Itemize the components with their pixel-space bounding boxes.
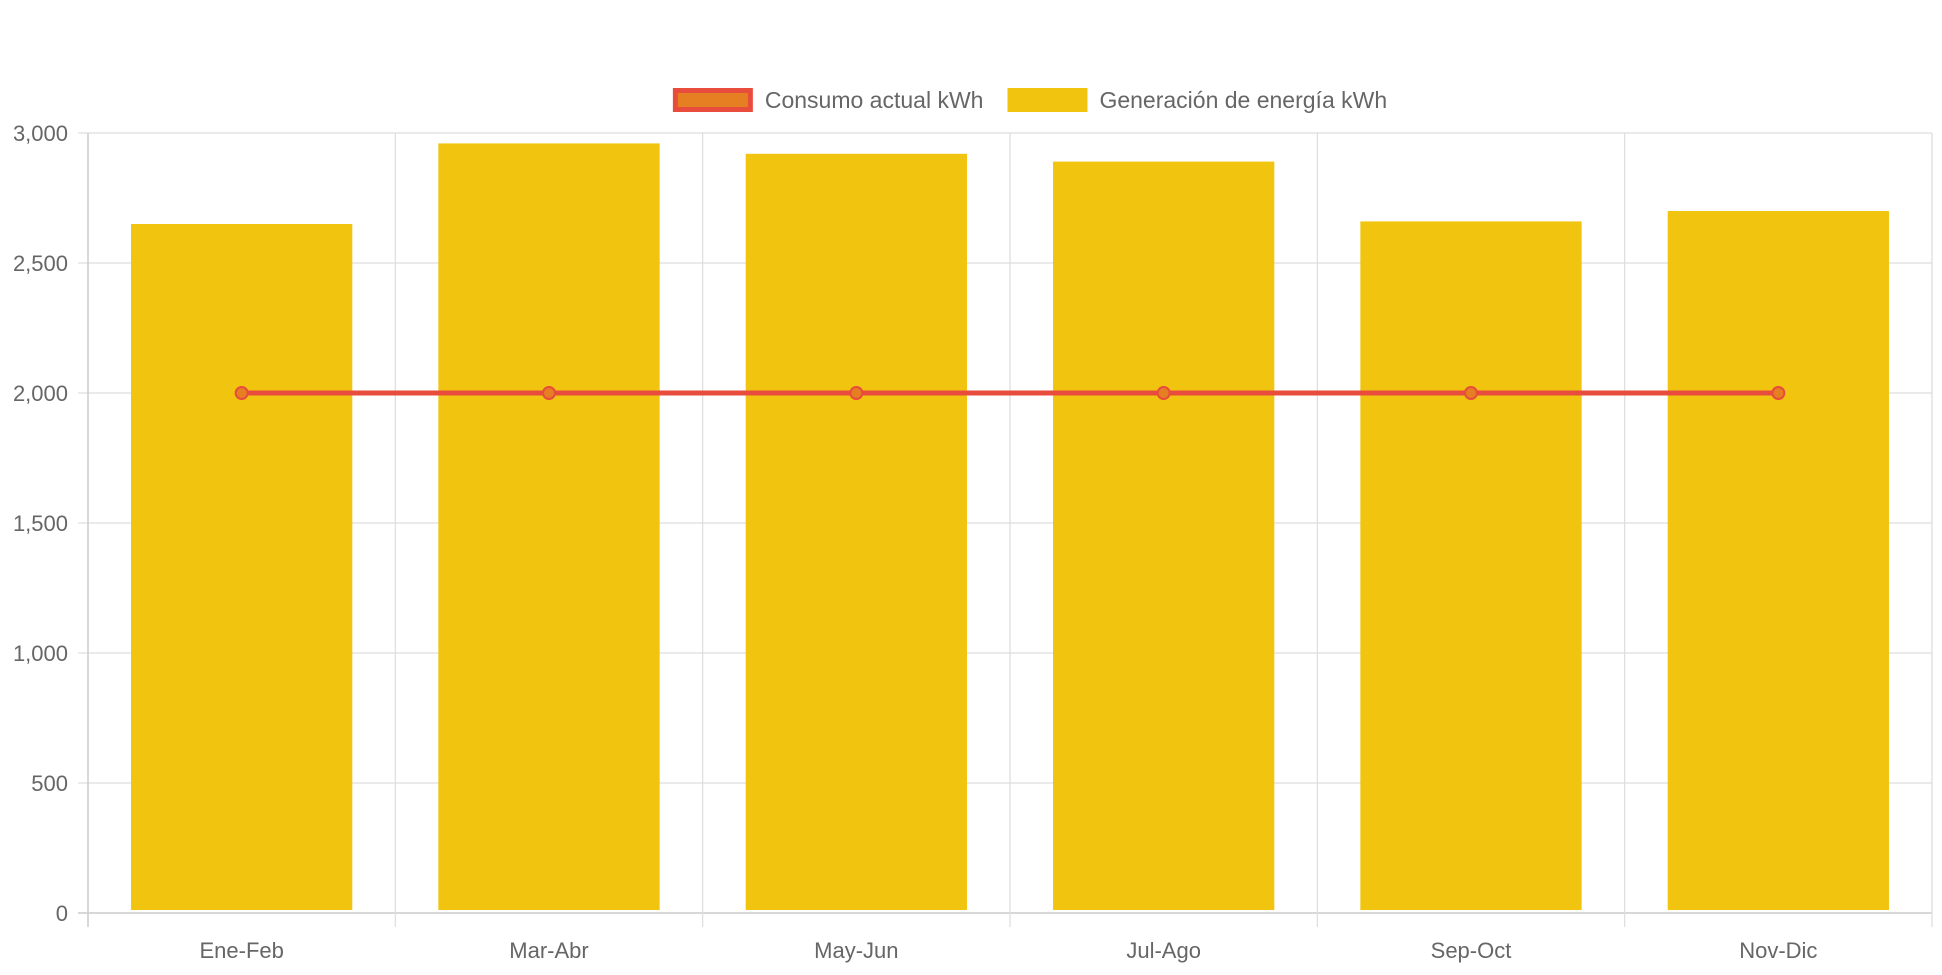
x-tick-label: May-Jun xyxy=(814,938,898,963)
y-tick-label: 3,000 xyxy=(13,121,68,146)
bar-generacion-ene-feb[interactable] xyxy=(131,224,353,910)
point-consumo-sep-oct[interactable] xyxy=(1464,386,1478,400)
bar-generacion-may-jun[interactable] xyxy=(745,153,967,911)
legend-label: Generación de energía kWh xyxy=(1099,87,1387,113)
bar-generacion-jul-ago[interactable] xyxy=(1053,161,1275,911)
legend-item-consumo[interactable]: Consumo actual kWh xyxy=(672,87,984,113)
axis-layer: 0 500 1,000 1,500 2,000 2,500 3,000 Ene-Feb Mar-… xyxy=(13,121,1818,963)
legend-label: Consumo actual kWh xyxy=(765,87,984,113)
bar-layer xyxy=(131,143,1889,911)
x-tick-label: Jul-Ago xyxy=(1126,938,1201,963)
point-consumo-mar-abr[interactable] xyxy=(542,386,556,400)
y-tick-label: 2,500 xyxy=(13,251,68,276)
y-tick-label: 2,000 xyxy=(13,381,68,406)
legend-item-generacion[interactable]: Generación de energía kWh xyxy=(1007,87,1387,113)
y-tick-label: 500 xyxy=(31,771,68,796)
x-tick-label: Nov-Dic xyxy=(1739,938,1817,963)
y-tick-label: 1,500 xyxy=(13,511,68,536)
x-tick-label: Sep-Oct xyxy=(1431,938,1512,963)
y-tick-label: 1,000 xyxy=(13,641,68,666)
point-consumo-ene-feb[interactable] xyxy=(234,386,249,400)
y-tick-label: 0 xyxy=(56,901,68,926)
x-tick-label: Ene-Feb xyxy=(199,938,283,963)
bar-generacion-sep-oct[interactable] xyxy=(1360,221,1582,910)
legend-swatch xyxy=(672,88,753,112)
bar-generacion-nov-dic[interactable] xyxy=(1667,211,1889,910)
legend[interactable]: Consumo actual kWh Generación de energía … xyxy=(672,87,1387,113)
point-consumo-nov-dic[interactable] xyxy=(1771,386,1786,400)
point-consumo-jul-ago[interactable] xyxy=(1156,386,1171,400)
bar-generacion-mar-abr[interactable] xyxy=(438,143,660,910)
grid-layer xyxy=(78,132,1933,927)
line-layer xyxy=(234,386,1786,400)
x-tick-label: Mar-Abr xyxy=(509,938,588,963)
point-consumo-may-jun[interactable] xyxy=(849,386,864,400)
legend-swatch xyxy=(1007,88,1088,112)
